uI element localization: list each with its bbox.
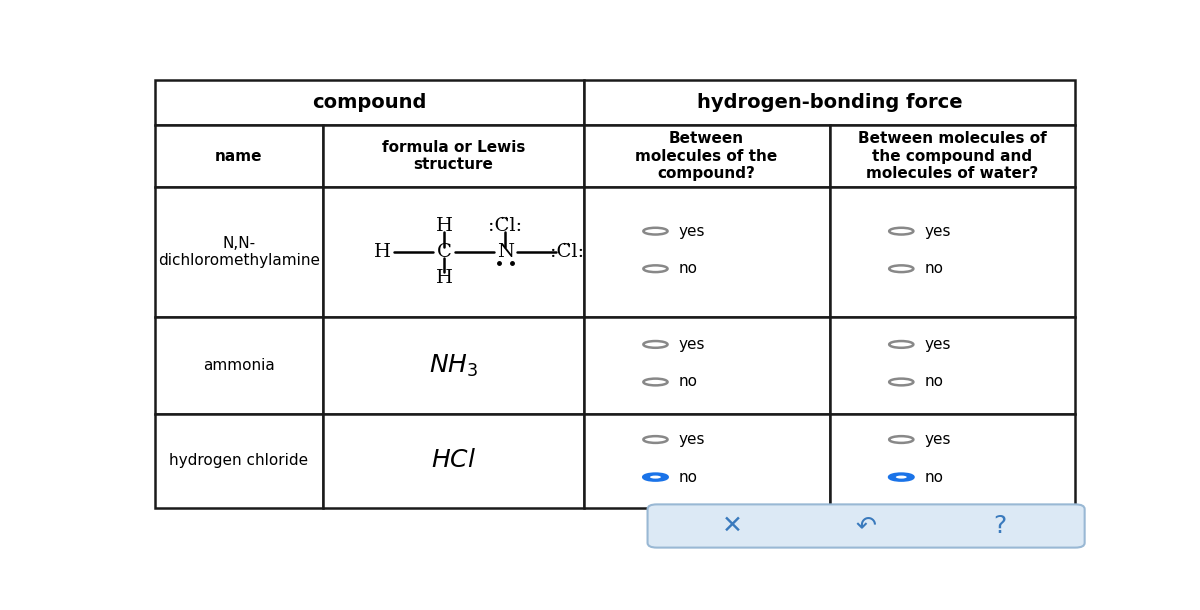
Text: H: H <box>436 217 452 235</box>
FancyBboxPatch shape <box>648 504 1085 548</box>
Ellipse shape <box>643 474 667 481</box>
Text: compound: compound <box>312 93 426 112</box>
Bar <box>155 81 583 125</box>
Ellipse shape <box>643 228 667 234</box>
Bar <box>583 414 829 508</box>
Bar <box>829 414 1075 508</box>
Bar <box>155 317 323 414</box>
Bar <box>829 317 1075 414</box>
Text: :C̈l:: :C̈l: <box>488 217 522 235</box>
Text: Between
molecules of the
compound?: Between molecules of the compound? <box>636 131 778 181</box>
Bar <box>155 187 323 317</box>
Bar <box>583 187 829 317</box>
Text: ?: ? <box>994 514 1007 538</box>
Text: Between molecules of
the compound and
molecules of water?: Between molecules of the compound and mo… <box>858 131 1046 181</box>
Text: ↶: ↶ <box>856 514 876 538</box>
Ellipse shape <box>889 474 913 481</box>
Text: yes: yes <box>924 337 952 352</box>
Text: yes: yes <box>924 432 952 447</box>
Bar <box>583 317 829 414</box>
Text: no: no <box>924 375 943 390</box>
Text: ammonia: ammonia <box>203 358 275 373</box>
Text: $\mathit{NH_3}$: $\mathit{NH_3}$ <box>428 353 478 379</box>
Bar <box>155 125 323 187</box>
Text: N: N <box>497 243 514 261</box>
Ellipse shape <box>889 341 913 348</box>
Bar <box>583 81 1075 125</box>
Text: hydrogen-bonding force: hydrogen-bonding force <box>697 93 962 112</box>
Text: no: no <box>679 261 697 276</box>
Bar <box>323 187 583 317</box>
Text: no: no <box>679 375 697 390</box>
Text: no: no <box>924 470 943 484</box>
Text: yes: yes <box>924 224 952 239</box>
Text: C: C <box>437 243 451 261</box>
Text: yes: yes <box>679 224 706 239</box>
Text: formula or Lewis
structure: formula or Lewis structure <box>382 140 526 172</box>
Text: no: no <box>924 261 943 276</box>
Text: H: H <box>436 269 452 287</box>
Text: H: H <box>374 243 391 261</box>
Ellipse shape <box>643 379 667 386</box>
Text: ✕: ✕ <box>721 514 743 538</box>
Ellipse shape <box>643 341 667 348</box>
Text: $\mathit{HCl}$: $\mathit{HCl}$ <box>431 449 476 472</box>
Ellipse shape <box>643 436 667 443</box>
Text: yes: yes <box>679 432 706 447</box>
Bar <box>829 187 1075 317</box>
Bar <box>829 125 1075 187</box>
Bar <box>323 125 583 187</box>
Text: no: no <box>679 470 697 484</box>
Ellipse shape <box>650 476 661 479</box>
Bar <box>323 414 583 508</box>
Text: N,N-
dichloromethylamine: N,N- dichloromethylamine <box>158 236 320 268</box>
Text: name: name <box>215 149 263 163</box>
Ellipse shape <box>889 265 913 272</box>
Ellipse shape <box>643 265 667 272</box>
Ellipse shape <box>896 476 907 479</box>
Ellipse shape <box>889 436 913 443</box>
Text: :C̈l:: :C̈l: <box>550 243 584 261</box>
Bar <box>155 414 323 508</box>
Text: yes: yes <box>679 337 706 352</box>
Ellipse shape <box>889 379 913 386</box>
Bar <box>583 125 829 187</box>
Bar <box>323 317 583 414</box>
Ellipse shape <box>889 228 913 234</box>
Text: hydrogen chloride: hydrogen chloride <box>169 453 308 468</box>
